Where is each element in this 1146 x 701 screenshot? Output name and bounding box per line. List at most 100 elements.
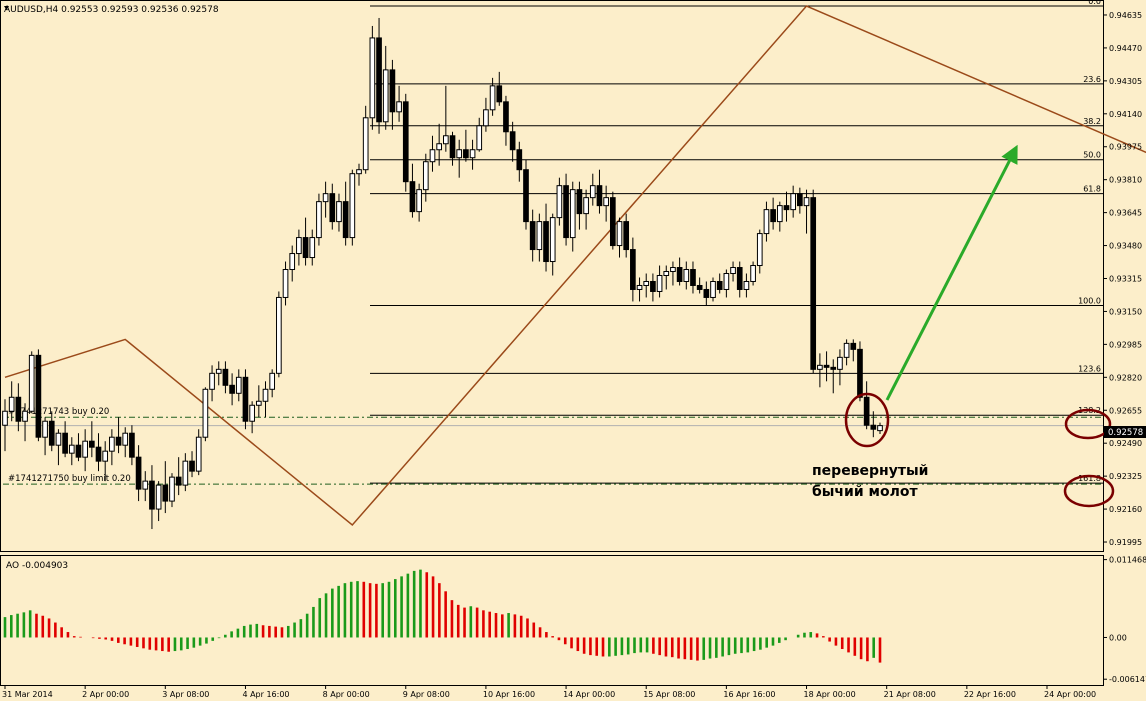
candle	[443, 85, 449, 152]
price-tick-label: 0.94470	[1109, 44, 1142, 53]
ao-axis: 0.011468 0.00 -0.006147	[1103, 556, 1146, 684]
candle	[730, 261, 736, 282]
bull-candle-body	[776, 205, 783, 223]
candle	[182, 453, 189, 492]
candle	[543, 203, 549, 272]
bear-candle-body	[630, 249, 636, 290]
price-axis: 0.94635 0.94470 0.94305 0.94140 0.93975 0.938…	[1103, 11, 1142, 547]
candle	[135, 445, 142, 502]
bull-candle-body	[469, 149, 476, 159]
bull-candle-body	[316, 201, 322, 239]
bear-candle-body	[48, 420, 55, 446]
candle	[142, 471, 149, 502]
candle	[409, 163, 416, 218]
bear-candle-body	[529, 221, 536, 251]
candle	[369, 25, 376, 130]
candle	[750, 261, 756, 286]
bear-candle-body	[797, 193, 803, 207]
candlesticks	[2, 17, 883, 530]
candle	[603, 185, 609, 222]
time-tick-label: 9 Apr 08:00	[403, 690, 450, 699]
time-tick-label: 18 Apr 00:00	[804, 690, 856, 699]
fib-level-label: 23.6	[1083, 75, 1101, 84]
candle	[837, 349, 843, 386]
candle	[329, 183, 336, 230]
price-tick-label: 0.94305	[1109, 77, 1142, 86]
bull-candle-body	[616, 221, 623, 247]
time-tick-label: 16 Apr 16:00	[723, 690, 775, 699]
bear-candle-body	[135, 456, 142, 490]
candle	[576, 181, 583, 230]
candle	[589, 173, 596, 206]
bear-candle-body	[609, 197, 616, 247]
candle	[783, 191, 790, 222]
candle	[222, 361, 229, 394]
time-tick-label: 22 Apr 16:00	[964, 690, 1016, 699]
candle	[823, 351, 830, 382]
price-tick-label: 0.91995	[1109, 538, 1142, 547]
bull-candle-body	[483, 109, 489, 127]
candle	[109, 429, 115, 466]
bear-candle-body	[823, 364, 830, 368]
bear-candle-body	[62, 432, 68, 454]
bear-candle-body	[576, 189, 583, 215]
bear-candle-body	[175, 476, 182, 486]
candle	[376, 17, 382, 134]
bear-candle-body	[162, 484, 169, 502]
price-tick-label: 0.92985	[1109, 340, 1142, 349]
candle	[249, 401, 255, 434]
bear-candle-body	[516, 149, 523, 171]
bear-candle-body	[523, 169, 529, 223]
bull-candle-body	[429, 149, 436, 163]
fib-level-label: 123.6	[1078, 364, 1101, 373]
candle	[316, 193, 322, 246]
time-tick-label: 14 Apr 00:00	[563, 690, 615, 699]
ao-pane-frame	[0, 555, 1104, 686]
bear-candle-body	[35, 354, 42, 438]
bear-candle-body	[222, 368, 229, 386]
price-tick-label: 0.94635	[1109, 11, 1142, 20]
candle	[356, 163, 362, 186]
bull-candle-body	[102, 450, 109, 462]
price-tick-label: 0.92820	[1109, 373, 1142, 382]
bull-candle-body	[790, 193, 797, 211]
bull-candle-body	[756, 233, 763, 267]
bear-candle-body	[463, 149, 469, 159]
order-label: #1741271743 buy 0.20	[8, 407, 109, 417]
candle	[676, 257, 683, 286]
time-tick-label: 15 Apr 08:00	[643, 690, 695, 699]
bull-candle-body	[289, 253, 296, 271]
bull-candle-body	[456, 149, 463, 159]
price-tick-label: 0.92490	[1109, 439, 1142, 448]
symbol-header: AUDUSD,H4 0.92553 0.92593 0.92536 0.9257…	[4, 5, 219, 15]
time-axis: 31 Mar 2014 2 Apr 00:00 3 Apr 08:00 4 Apr 1…	[2, 685, 1096, 699]
time-tick-label: 21 Apr 08:00	[884, 690, 936, 699]
bull-candle-body	[202, 388, 209, 438]
bull-candle-body	[22, 410, 28, 422]
candle	[870, 411, 877, 438]
candle	[456, 139, 463, 178]
price-tick-label: 0.93315	[1109, 274, 1142, 283]
order-label: #1741271750 buy limit 0.20	[8, 474, 131, 484]
bull-candle-body	[549, 217, 556, 263]
bull-candle-body	[309, 237, 316, 259]
price-tick-label: 0.94140	[1109, 110, 1142, 119]
bull-candle-body	[489, 85, 496, 111]
bear-candle-body	[376, 37, 382, 123]
candle	[62, 421, 68, 458]
candle	[770, 197, 776, 230]
bull-candle-body	[416, 189, 422, 213]
candle	[215, 361, 222, 386]
candle	[696, 277, 703, 294]
candle	[396, 85, 402, 122]
time-tick-label: 4 Apr 16:00	[242, 690, 289, 699]
candle	[650, 273, 656, 302]
candle	[863, 381, 870, 430]
candle	[48, 411, 55, 452]
header-dropdown-icon[interactable]	[4, 6, 9, 10]
candle	[476, 117, 483, 152]
candle	[8, 381, 15, 422]
zigzag-line	[4, 5, 1146, 527]
annotation-line2: бычий молот	[812, 484, 918, 500]
